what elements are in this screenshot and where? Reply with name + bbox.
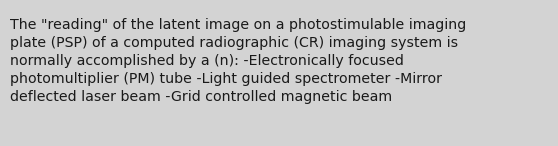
- Text: The "reading" of the latent image on a photostimulable imaging
plate (PSP) of a : The "reading" of the latent image on a p…: [10, 18, 466, 104]
